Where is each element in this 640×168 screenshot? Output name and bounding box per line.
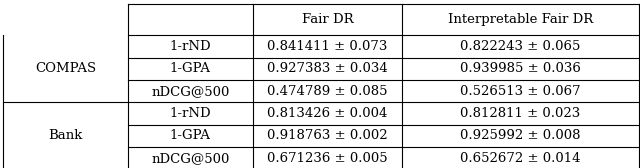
Text: nDCG@500: nDCG@500 [151,152,230,165]
Text: 0.939985 ± 0.036: 0.939985 ± 0.036 [460,62,580,75]
Text: 0.822243 ± 0.065: 0.822243 ± 0.065 [460,40,580,53]
Text: Bank: Bank [49,129,83,142]
Text: 0.925992 ± 0.008: 0.925992 ± 0.008 [460,129,580,142]
Text: 0.526513 ± 0.067: 0.526513 ± 0.067 [460,85,580,98]
Text: 0.813426 ± 0.004: 0.813426 ± 0.004 [267,107,388,120]
Text: COMPAS: COMPAS [35,62,96,75]
Text: 0.812811 ± 0.023: 0.812811 ± 0.023 [460,107,580,120]
Text: 0.841411 ± 0.073: 0.841411 ± 0.073 [267,40,388,53]
Text: 1-rND: 1-rND [170,40,211,53]
Text: Fair DR: Fair DR [301,13,353,26]
Text: 1-GPA: 1-GPA [170,129,211,142]
Text: 0.927383 ± 0.034: 0.927383 ± 0.034 [267,62,388,75]
Text: 0.652672 ± 0.014: 0.652672 ± 0.014 [460,152,580,165]
Text: nDCG@500: nDCG@500 [151,85,230,98]
Text: 1-rND: 1-rND [170,107,211,120]
Text: 0.671236 ± 0.005: 0.671236 ± 0.005 [267,152,388,165]
Text: 1-GPA: 1-GPA [170,62,211,75]
Text: 0.474789 ± 0.085: 0.474789 ± 0.085 [267,85,388,98]
Text: 0.918763 ± 0.002: 0.918763 ± 0.002 [267,129,388,142]
Text: Interpretable Fair DR: Interpretable Fair DR [448,13,593,26]
